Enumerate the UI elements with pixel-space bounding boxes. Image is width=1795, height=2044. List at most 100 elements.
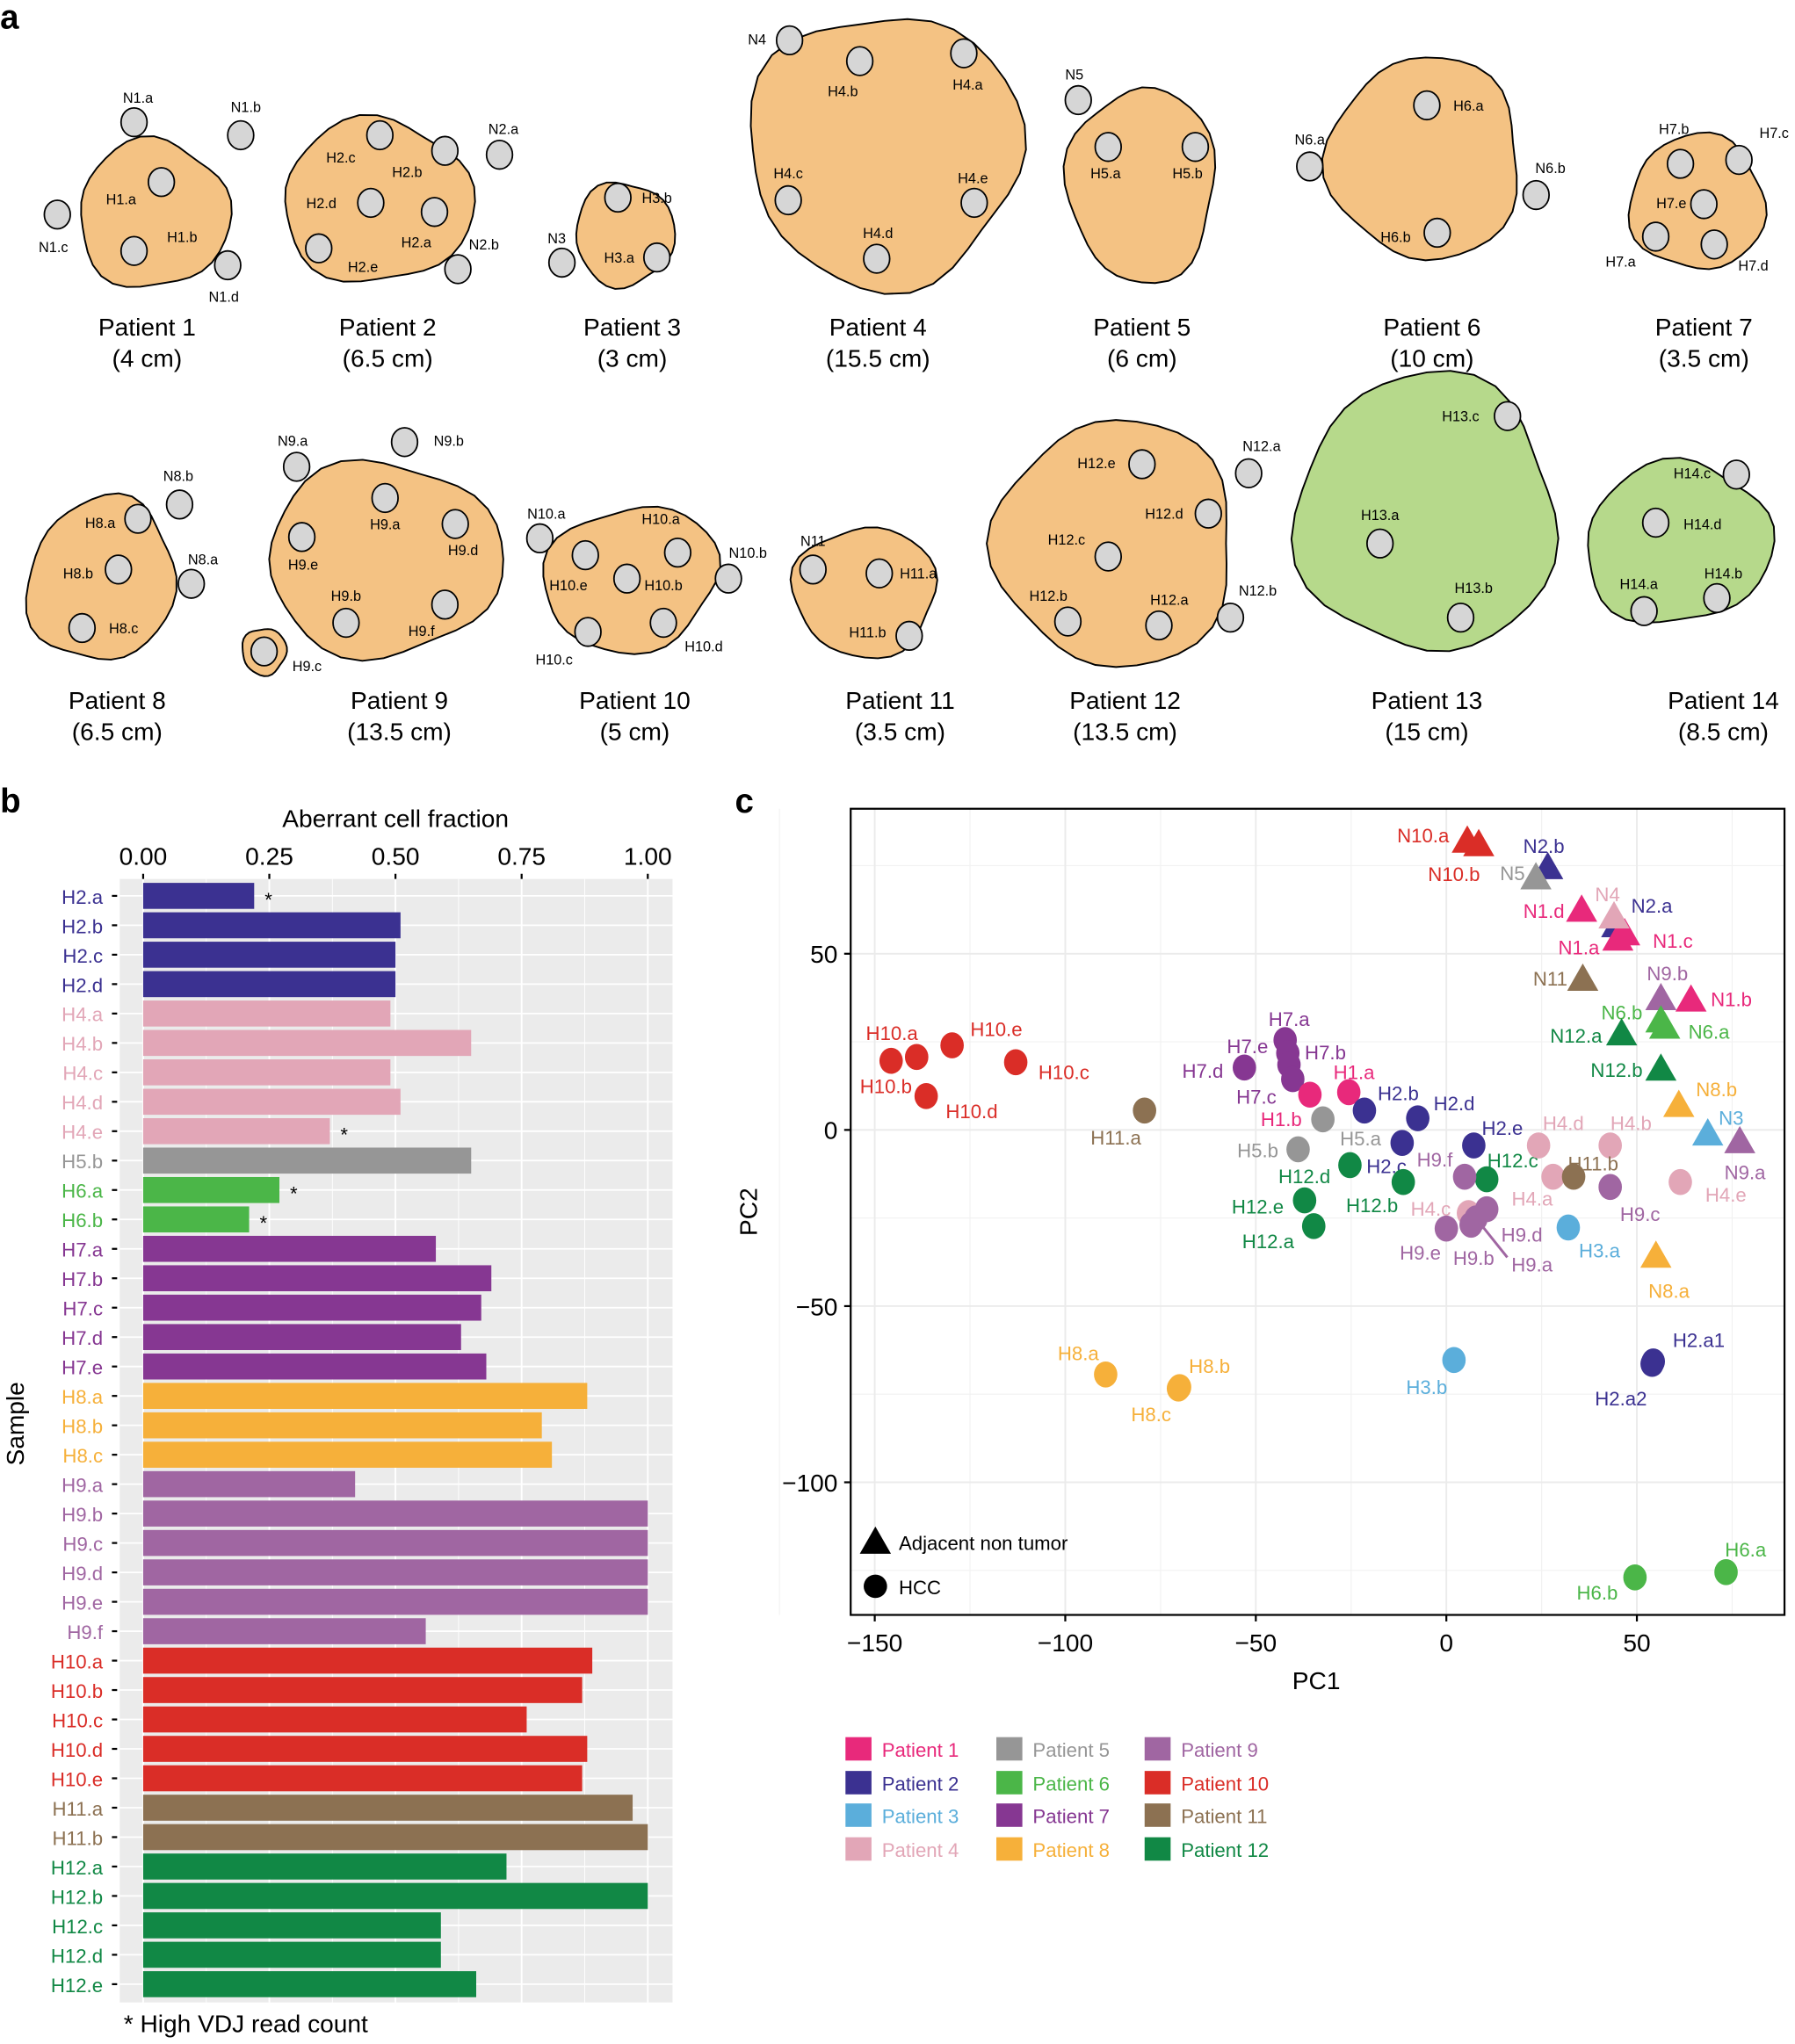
sample-label: N1.b bbox=[231, 99, 261, 115]
point-h6-a bbox=[1714, 1559, 1738, 1585]
y-tick-label: H7.b bbox=[62, 1268, 103, 1290]
bar-h4-c bbox=[142, 1059, 391, 1086]
point-label: N3 bbox=[1719, 1107, 1743, 1129]
point-h12-e bbox=[1292, 1187, 1317, 1214]
tumor-size: (8.5 cm) bbox=[1678, 718, 1769, 745]
y-tick-label: 50 bbox=[810, 941, 837, 968]
sample-label: N10.a bbox=[527, 507, 566, 523]
sample-label: N11 bbox=[800, 534, 826, 550]
point-label: N2.b bbox=[1524, 835, 1565, 857]
sample-site-h8-b bbox=[105, 554, 133, 585]
point-label: H7.b bbox=[1305, 1042, 1346, 1064]
point-n9-a bbox=[1724, 1125, 1755, 1153]
point-n10-b bbox=[1463, 828, 1495, 856]
tumor-patient-6: H6.a H6.b N6.a N6.b Patient 6 (10 cm) bbox=[1295, 56, 1566, 372]
legend-swatch-patient-2 bbox=[845, 1771, 872, 1795]
point-h10-b bbox=[879, 1047, 903, 1074]
bar-h4-e bbox=[142, 1118, 330, 1145]
y-tick-label: H10.b bbox=[51, 1680, 103, 1702]
bar-h10-b bbox=[142, 1677, 583, 1703]
sample-site-h12-a bbox=[1145, 610, 1173, 641]
sample-label: H5.b bbox=[1172, 166, 1202, 182]
y-tick-label: H7.d bbox=[62, 1327, 103, 1349]
bar-h4-d bbox=[142, 1088, 401, 1116]
legend-label-patient-4: Patient 4 bbox=[882, 1839, 959, 1861]
bar-h7-b bbox=[142, 1265, 492, 1292]
bar-h9-a bbox=[142, 1470, 356, 1498]
sample-label: H10.d bbox=[684, 639, 722, 655]
y-tick-label: H5.b bbox=[62, 1151, 103, 1173]
point-label: H2.d bbox=[1434, 1093, 1475, 1115]
point-label: N8.b bbox=[1696, 1079, 1737, 1101]
tumor-outline bbox=[80, 135, 233, 288]
sample-site-h13-c bbox=[1494, 401, 1522, 431]
point-label: H9.e bbox=[1400, 1242, 1441, 1264]
point-label: H7.d bbox=[1182, 1060, 1223, 1082]
bar-footnote: * High VDJ read count bbox=[124, 2011, 368, 2038]
sample-site-h8-c bbox=[68, 612, 97, 644]
x-tick-label: 0 bbox=[1439, 1629, 1453, 1657]
sample-site-h10-b bbox=[612, 563, 641, 594]
patient-name: Patient 8 bbox=[69, 687, 166, 714]
point-label: H6.a bbox=[1725, 1539, 1767, 1561]
sample-label: H7.c bbox=[1759, 126, 1788, 141]
point-h5-a bbox=[1311, 1106, 1335, 1133]
point-label: H12.b bbox=[1346, 1195, 1398, 1217]
circle-legend-icon bbox=[864, 1574, 887, 1599]
sample-label: N1.d bbox=[209, 289, 239, 305]
tumor-size: (6.5 cm) bbox=[72, 718, 163, 745]
sample-label: H6.b bbox=[1380, 229, 1410, 245]
sample-label: H8.b bbox=[63, 567, 93, 582]
point-n11 bbox=[1567, 963, 1599, 991]
point-label: H4.e bbox=[1705, 1184, 1747, 1206]
high-vdj-asterisk: * bbox=[264, 889, 272, 911]
point-label: N5 bbox=[1500, 863, 1524, 885]
sample-label: H12.b bbox=[1030, 589, 1068, 604]
point-label: H10.a bbox=[866, 1022, 919, 1044]
sample-site-h4-e bbox=[960, 187, 988, 219]
bar-h9-c bbox=[142, 1529, 648, 1556]
point-label: H1.b bbox=[1261, 1109, 1302, 1130]
sample-site-h6-a bbox=[1413, 90, 1441, 121]
point-n9-b bbox=[1645, 982, 1677, 1011]
bar-h10-d bbox=[142, 1736, 588, 1762]
patient-name: Patient 1 bbox=[98, 314, 196, 341]
pc2-axis-label: PC2 bbox=[735, 1188, 763, 1236]
point-label: N4 bbox=[1595, 884, 1619, 906]
sample-label: N12.b bbox=[1239, 583, 1277, 599]
sample-label: N12.a bbox=[1242, 439, 1281, 455]
sample-site-h10-d bbox=[649, 607, 677, 639]
point-label: H10.e bbox=[970, 1019, 1022, 1041]
point-h10-a bbox=[904, 1044, 929, 1071]
sample-site-h4-c bbox=[774, 184, 802, 216]
bar-h10-c bbox=[142, 1706, 527, 1733]
sample-label: N4 bbox=[748, 32, 766, 47]
point-n1-d bbox=[1566, 894, 1597, 922]
legend-swatch-patient-5 bbox=[996, 1737, 1023, 1761]
tumor-patient-13: H13.a H13.b H13.c Patient 13 (15 cm) bbox=[1290, 370, 1560, 745]
bar-h2-d bbox=[142, 971, 396, 998]
tumor-size: (10 cm) bbox=[1390, 344, 1473, 372]
sample-site-n10-b bbox=[714, 563, 742, 594]
tumor-patient-12: H12.a H12.b H12.c H12.d H12.e N12.a N12.b Patie… bbox=[986, 419, 1282, 745]
sample-site-h2-d bbox=[357, 187, 385, 219]
sample-label: H2.b bbox=[392, 164, 422, 180]
sample-site-n12-b bbox=[1216, 602, 1245, 633]
sample-site-h5-b bbox=[1181, 132, 1210, 163]
bar-chart-title: Aberrant cell fraction bbox=[282, 805, 509, 832]
y-tick-label: −50 bbox=[796, 1293, 838, 1320]
x-tick-label: −100 bbox=[1038, 1629, 1093, 1657]
patient-name: Patient 10 bbox=[579, 687, 691, 714]
patient-name: Patient 11 bbox=[845, 687, 955, 714]
sample-label: H14.d bbox=[1683, 516, 1721, 532]
y-tick-label: H9.b bbox=[62, 1504, 103, 1526]
bar-h6-b bbox=[142, 1206, 250, 1233]
point-label: N12.a bbox=[1550, 1025, 1603, 1047]
panel-label-a: a bbox=[0, 0, 19, 37]
point-h9-c bbox=[1598, 1174, 1623, 1201]
bar-h4-b bbox=[142, 1029, 472, 1057]
sample-site-h9-b bbox=[332, 607, 360, 639]
point-label: H4.b bbox=[1610, 1112, 1652, 1134]
y-tick-label: H6.a bbox=[62, 1181, 104, 1203]
sample-site-n1-d bbox=[214, 249, 242, 281]
